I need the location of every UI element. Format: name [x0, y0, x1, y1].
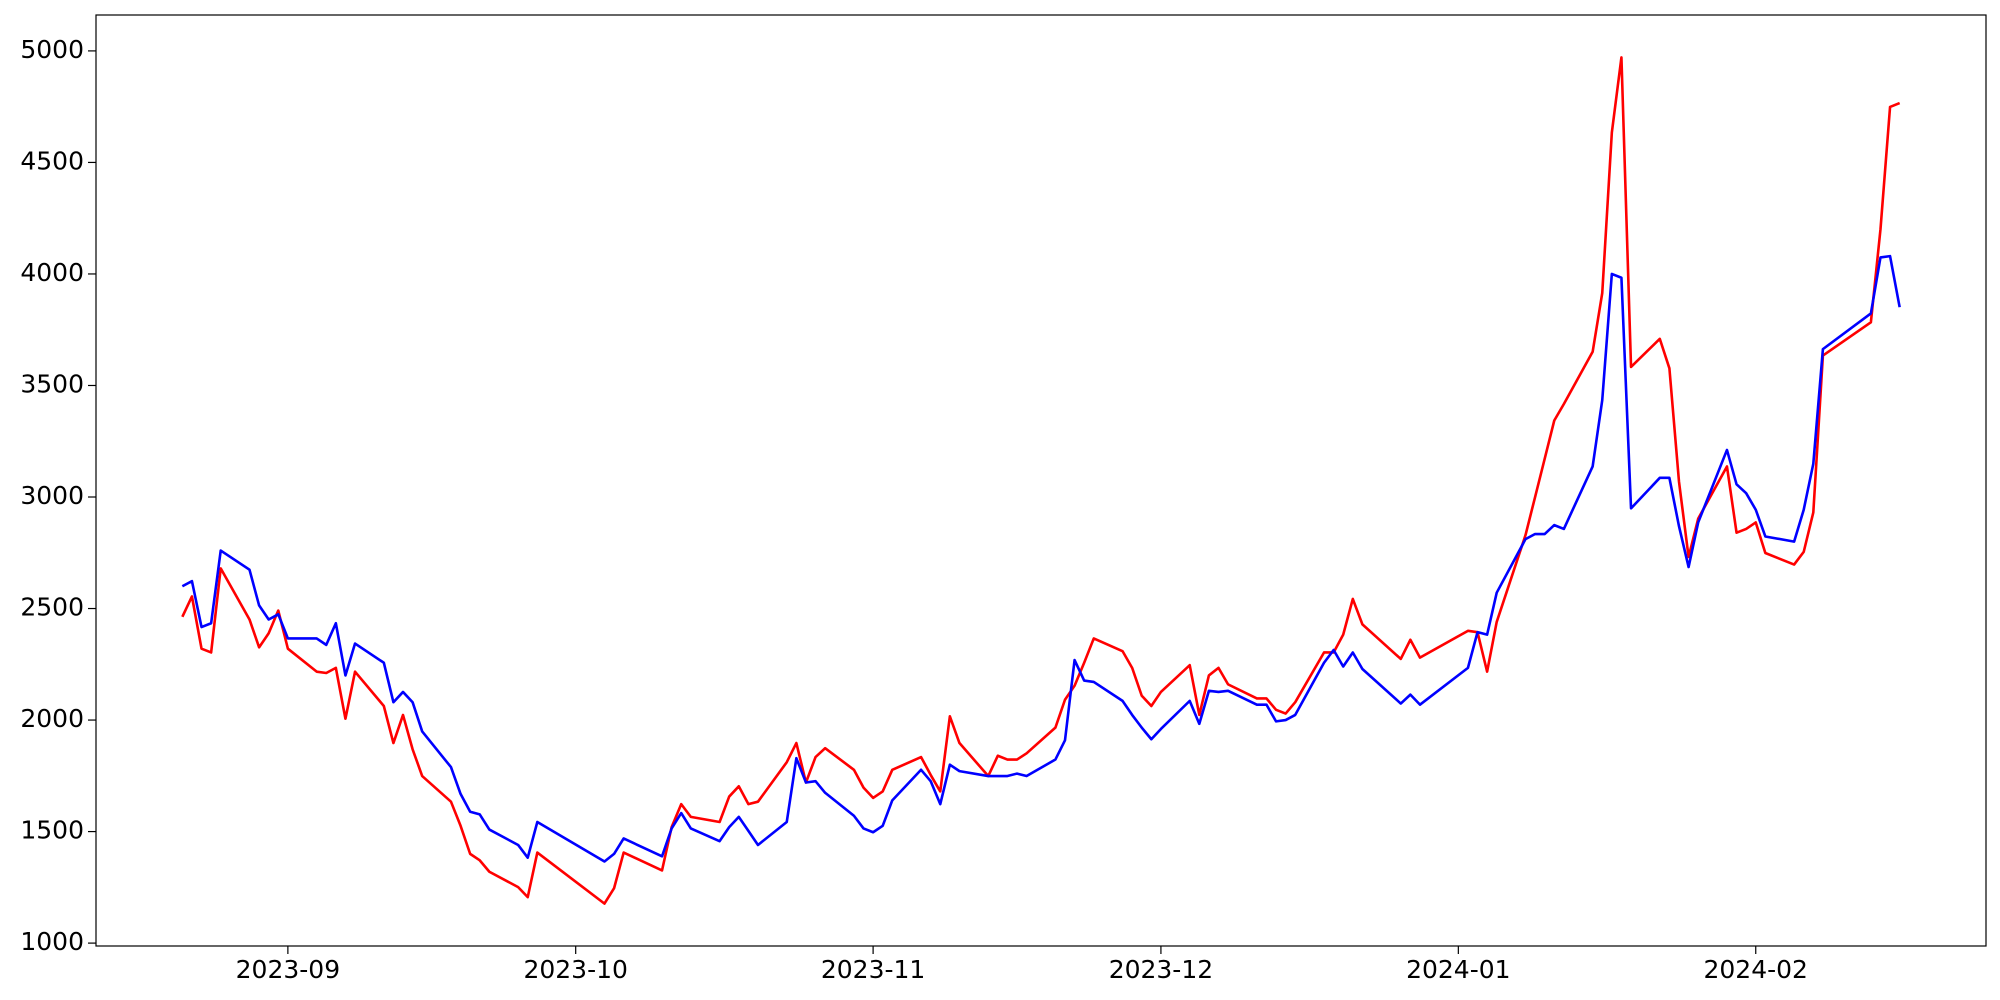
y-tick-label: 1000 [20, 927, 84, 956]
y-tick-label: 2500 [20, 593, 84, 622]
y-tick-label: 2000 [20, 704, 84, 733]
x-tick-label: 2023-10 [523, 955, 627, 984]
y-tick-label: 4000 [20, 258, 84, 287]
x-tick-label: 2023-11 [821, 955, 925, 984]
x-tick-label: 2023-09 [236, 955, 340, 984]
y-tick-label: 3000 [20, 481, 84, 510]
x-tick-label: 2024-01 [1406, 955, 1510, 984]
data-line [181, 56, 1901, 905]
data-line [181, 254, 1901, 863]
y-tick-label: 3500 [20, 369, 84, 398]
x-tick-label: 2023-12 [1109, 955, 1213, 984]
y-tick-label: 1500 [20, 816, 84, 845]
plot-frame [95, 14, 1987, 947]
y-tick-label: 5000 [20, 35, 84, 64]
y-tick-label: 4500 [20, 146, 84, 175]
x-tick-label: 2024-02 [1704, 955, 1808, 984]
